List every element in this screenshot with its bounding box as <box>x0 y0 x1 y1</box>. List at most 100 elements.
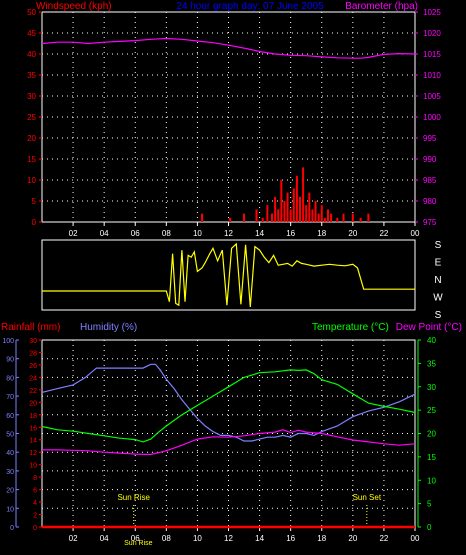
windspeed-bar <box>311 209 314 222</box>
temperature-y-tick-label: 15 <box>427 453 436 462</box>
rain-y-tick-label: 0 <box>33 525 37 532</box>
barometer-y-tick-label: 1005 <box>423 92 441 101</box>
sun-set-label: Sun Set <box>353 493 382 502</box>
wind-y-tick-label: 20 <box>27 134 36 143</box>
humidity-y-tick-label: 50 <box>6 432 14 439</box>
wind-y-tick-label: 40 <box>27 50 36 59</box>
windspeed-bar <box>323 217 326 222</box>
compass-label: N <box>434 275 441 286</box>
rain-y-tick-label: 24 <box>29 375 37 382</box>
windspeed-bar <box>317 213 320 222</box>
temperature-y-tick-label: 0 <box>427 523 432 532</box>
windspeed-bar <box>255 209 258 222</box>
rain-y-tick-label: 22 <box>29 388 37 395</box>
rain-y-tick-label: 4 <box>33 500 37 507</box>
windspeed-bar <box>314 201 317 222</box>
wind-y-tick-label: 10 <box>27 176 36 185</box>
compass-label: W <box>433 293 443 304</box>
windspeed-bar <box>283 201 286 222</box>
windspeed-bar <box>271 213 274 222</box>
rain-y-tick-label: 12 <box>29 450 37 457</box>
barometer-y-tick-label: 990 <box>423 155 437 164</box>
wind-y-tick-label: 45 <box>27 29 36 38</box>
rain-y-tick-label: 26 <box>29 363 37 370</box>
barometer-y-tick-label: 1010 <box>423 71 441 80</box>
wind-x-tick-label: 08 <box>162 229 171 238</box>
wind-x-tick-label: 04 <box>100 229 109 238</box>
compass-label: S <box>435 310 442 321</box>
climate-x-tick-label: 14 <box>255 534 264 543</box>
windspeed-bar <box>298 196 301 222</box>
windspeed-bar <box>295 175 298 222</box>
windspeed-bar <box>243 213 246 222</box>
windspeed-bar <box>286 192 289 222</box>
windspeed-bar <box>336 217 339 222</box>
temperature-line <box>41 369 416 443</box>
windspeed-bar <box>367 213 370 222</box>
windspeed-bar <box>201 213 204 222</box>
rain-y-tick-label: 8 <box>33 475 37 482</box>
humidity-y-tick-label: 90 <box>6 357 14 364</box>
wind-x-tick-label: 22 <box>379 229 388 238</box>
windspeed-bar <box>302 167 305 222</box>
sun-rise-label: Sun Rise <box>117 493 150 502</box>
climate-x-tick-label: 22 <box>379 534 388 543</box>
climate-x-tick-label: 18 <box>317 534 326 543</box>
temperature-y-tick-label: 20 <box>427 430 436 439</box>
climate-x-tick-label: 04 <box>100 534 109 543</box>
compass-label: S <box>435 240 442 251</box>
temperature-y-tick-label: 5 <box>427 500 432 509</box>
rain-y-tick-label: 10 <box>29 463 37 470</box>
temperature-y-tick-label: 35 <box>427 359 436 368</box>
wind-x-tick-label: 16 <box>286 229 295 238</box>
rain-y-tick-label: 28 <box>29 350 37 357</box>
humidity-y-tick-label: 60 <box>6 413 14 420</box>
climate-x-tick-label: 08 <box>162 534 171 543</box>
rain-y-tick-label: 18 <box>29 413 37 420</box>
windspeed-bar <box>266 205 269 222</box>
temperature-y-tick-label: 40 <box>427 336 436 345</box>
rainfall-axis-title: Rainfall (mm) <box>1 322 60 333</box>
sun-rise-axis-label: Sun Rise <box>124 540 153 547</box>
windspeed-bar <box>351 213 354 222</box>
climate-x-tick-label: 02 <box>69 534 78 543</box>
temperature-y-tick-label: 25 <box>427 406 436 415</box>
climate-x-tick-label: 10 <box>193 534 202 543</box>
rain-y-tick-label: 2 <box>33 513 37 520</box>
windspeed-bar <box>292 188 295 222</box>
climate-x-tick-label: 00 <box>411 534 420 543</box>
windspeed-bar <box>320 205 323 222</box>
windspeed-bar <box>229 217 232 222</box>
barometer-y-tick-label: 980 <box>423 197 437 206</box>
windspeed-bar <box>261 217 264 222</box>
windspeed-bar <box>308 192 311 222</box>
windspeed-bar <box>289 209 292 222</box>
wind-x-tick-label: 10 <box>193 229 202 238</box>
windspeed-bar <box>342 213 345 222</box>
wind-y-tick-label: 30 <box>27 92 36 101</box>
barometer-y-tick-label: 975 <box>423 218 437 227</box>
windspeed-bar <box>326 209 329 222</box>
wind-x-tick-label: 18 <box>317 229 326 238</box>
rain-y-tick-label: 20 <box>29 400 37 407</box>
humidity-y-tick-label: 80 <box>6 375 14 382</box>
windspeed-bar <box>280 180 283 222</box>
barometer-axis-title: Barometer (hpa) <box>345 1 418 12</box>
windspeed-axis-title: Windspeed (kph) <box>36 1 112 12</box>
barometer-y-tick-label: 1000 <box>423 113 441 122</box>
windspeed-bar <box>305 205 308 222</box>
wind-y-tick-label: 5 <box>32 197 37 206</box>
dewpoint-axis-title: Dew Point (°C) <box>396 322 462 333</box>
barometer-y-tick-label: 1020 <box>423 29 441 38</box>
chart-title: 24 hour graph day: 07 June 2005 <box>176 1 324 12</box>
temperature-y-tick-label: 30 <box>427 383 436 392</box>
climate-x-tick-label: 12 <box>224 534 233 543</box>
dewpoint-line <box>42 429 416 456</box>
temperature-y-tick-label: 10 <box>427 476 436 485</box>
compass-label: E <box>435 258 442 269</box>
humidity-y-tick-label: 70 <box>6 394 14 401</box>
humidity-y-tick-label: 40 <box>6 450 14 457</box>
wind-x-tick-label: 12 <box>224 229 233 238</box>
